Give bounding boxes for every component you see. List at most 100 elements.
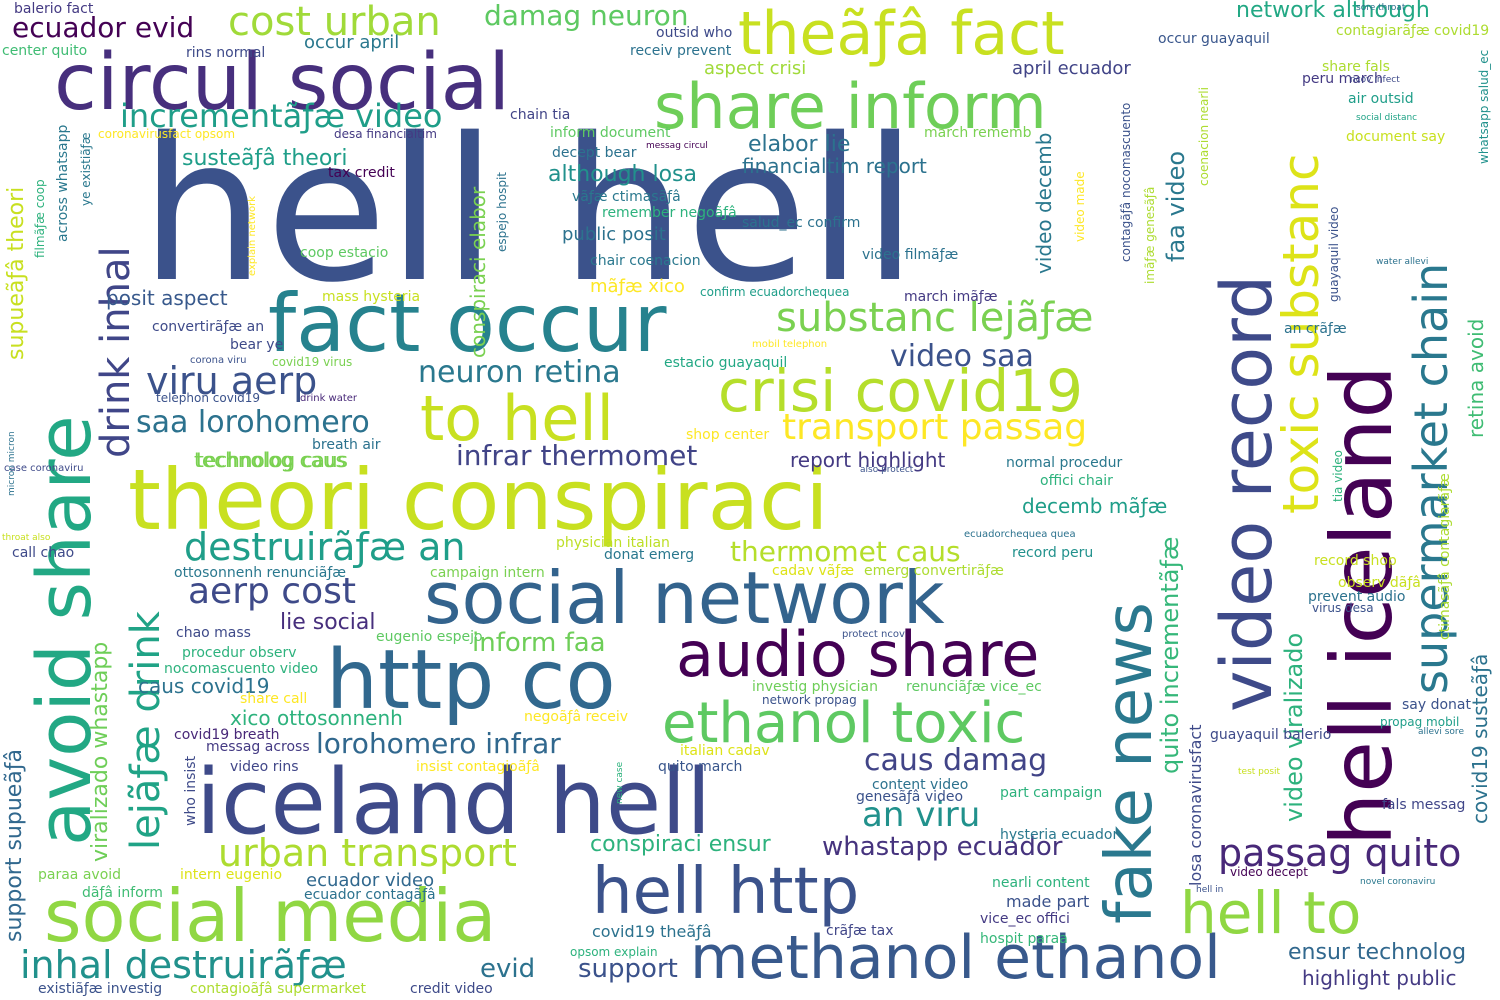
word: micron micron <box>7 431 17 496</box>
word: normal procedur <box>1006 455 1123 471</box>
word: tia video <box>1331 450 1345 502</box>
word: chain tia <box>510 107 571 123</box>
word: video filmãƒæ <box>862 247 959 263</box>
word: vice_ec offici <box>980 911 1070 927</box>
word: contagioãƒâ supermarket <box>190 981 366 997</box>
word: campaign intern <box>430 565 545 581</box>
word: protect ncov <box>842 629 905 640</box>
word: saa lorohomero <box>136 405 370 440</box>
word: content video <box>872 777 969 793</box>
word: water allevi <box>1376 257 1429 267</box>
word: http co <box>326 633 616 728</box>
word: hell to <box>1180 879 1362 947</box>
word: occur guayaquil <box>1158 31 1270 47</box>
word: ecuador evid <box>12 11 195 44</box>
word: record shop <box>1314 553 1397 569</box>
word: throat also <box>2 533 51 543</box>
word: video saa <box>890 339 1034 374</box>
word: drink water <box>300 393 358 404</box>
word: occur april <box>304 32 400 53</box>
word: emerg convertirãƒæ <box>864 563 1004 579</box>
word: nearli content <box>992 875 1090 891</box>
word: eugenio espejo <box>376 629 483 645</box>
word: peru march <box>1302 71 1383 87</box>
word: sore throat <box>1356 3 1406 13</box>
word: propag mobil <box>1380 715 1460 729</box>
word: contagãƒâ nocomascuento <box>1119 102 1133 262</box>
word: ecuador contagãƒâ <box>304 887 436 903</box>
word: rins normal <box>186 45 266 61</box>
word: vãƒæ ctimasãƒâ <box>572 189 681 205</box>
word: ye existiãƒæ <box>79 132 93 206</box>
word: evid <box>480 954 536 984</box>
word: iceland hell <box>196 750 712 855</box>
word: tax credit <box>328 165 395 181</box>
word: caus covid19 <box>138 674 270 698</box>
word: video decept <box>1230 865 1308 879</box>
word: cost urban <box>228 0 441 45</box>
word: network although <box>1236 0 1430 23</box>
word: breath air <box>312 437 381 453</box>
word: ensur technolog <box>1288 940 1467 965</box>
word: fact occur <box>268 277 667 370</box>
word: corona viru <box>190 355 247 366</box>
word: april ecuador <box>1012 58 1131 79</box>
word: circul social <box>54 38 511 128</box>
word: neuron retina <box>418 355 621 390</box>
word: report highlight <box>790 448 946 472</box>
word: salud_ec confirm <box>742 215 861 231</box>
word: social media <box>44 874 497 958</box>
word: whatsapp salud_ec <box>1477 49 1491 164</box>
word: estacio guayaquil <box>664 355 788 371</box>
word: opsom explain <box>570 945 658 959</box>
word: ncov infect <box>1350 75 1400 85</box>
word: prevent audio <box>1308 589 1406 605</box>
word: ctimasãƒâ contagiarãƒæ <box>1437 473 1453 640</box>
word: inform document <box>550 125 671 141</box>
word: center quito <box>2 43 88 59</box>
word: insist contagioãƒâ <box>416 759 540 775</box>
word: drink inhal <box>93 246 139 458</box>
word: urban transport <box>218 831 517 875</box>
word: offici chair <box>1040 473 1113 489</box>
word: guayaquil video <box>1327 206 1341 302</box>
word: also protect <box>860 465 914 475</box>
word: outsid who <box>656 25 733 41</box>
word: share inform <box>654 70 1047 143</box>
word: convertirãƒæ an <box>152 319 265 335</box>
word: cadav vãƒæ <box>772 563 855 579</box>
word: hell hell <box>140 95 918 326</box>
word: faa video <box>1162 150 1190 262</box>
word: explain network <box>247 195 258 276</box>
word: mãƒæ xico <box>590 276 685 297</box>
word: new case <box>615 761 625 804</box>
word: destruirãƒæ an <box>184 525 466 569</box>
word: coop estacio <box>300 245 389 261</box>
word: who insist <box>183 755 199 826</box>
word: ottosonnenh renunciãƒæ <box>174 565 347 581</box>
word: test posit <box>1238 767 1281 777</box>
word: video rins <box>230 759 299 775</box>
word: public posit <box>562 224 666 245</box>
word: transport passag <box>782 407 1088 448</box>
word: passag quito <box>1218 831 1462 875</box>
word: covid19 virus <box>272 355 353 369</box>
word: ecuadorchequea quea <box>964 529 1076 540</box>
word: march rememb <box>924 125 1032 141</box>
word: ecuador video <box>306 870 435 891</box>
word: coronavirusfact opsom <box>98 127 236 141</box>
word: telephon covid19 <box>156 391 261 405</box>
word: hell in <box>1196 885 1224 895</box>
word: messag circul <box>646 141 708 151</box>
word: hysteria ecuador <box>1000 827 1119 843</box>
word: document say <box>1346 129 1446 145</box>
word: remember negoãƒâ <box>602 205 737 221</box>
word: messag across <box>206 739 310 755</box>
word: dãƒâ inform <box>82 885 163 901</box>
word: italian cadav <box>680 743 770 759</box>
word: an viru <box>862 795 981 835</box>
word: record peru <box>1012 545 1094 561</box>
word: call chao <box>12 545 75 561</box>
word: march imãƒæ <box>904 289 998 305</box>
